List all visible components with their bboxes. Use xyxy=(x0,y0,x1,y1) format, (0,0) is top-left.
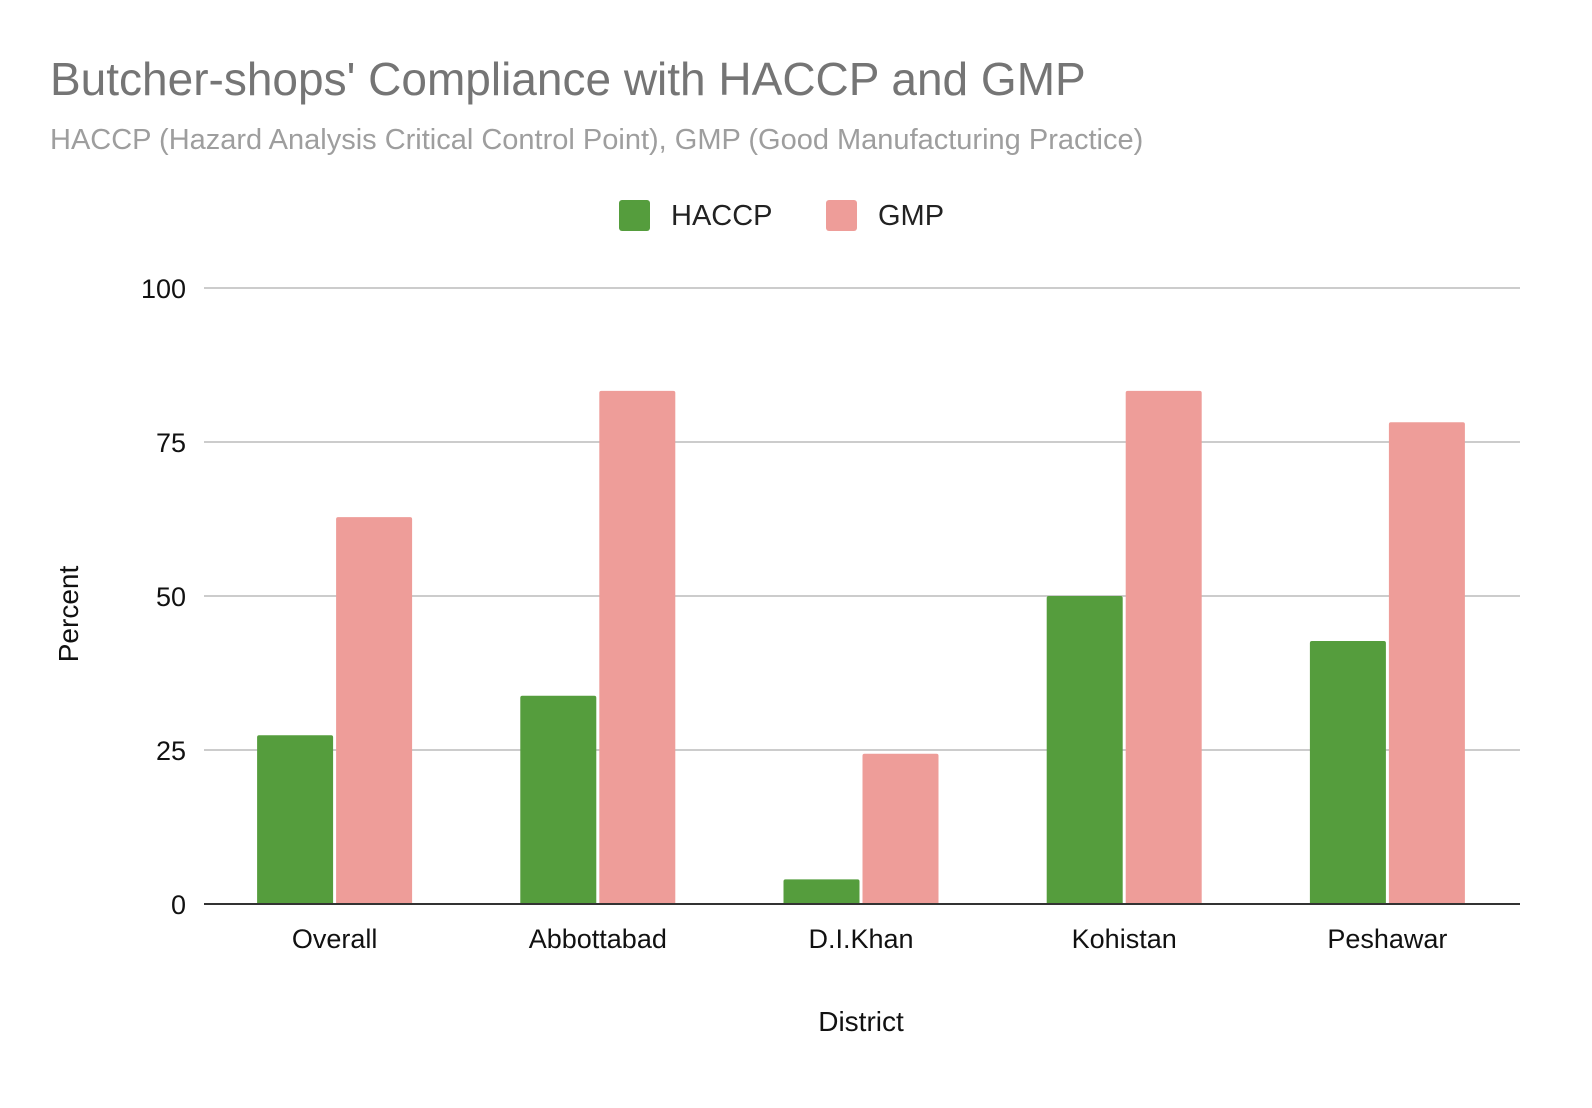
y-tick-label: 100 xyxy=(141,274,186,304)
x-tick-label: Abbottabad xyxy=(529,924,667,954)
bar-haccp-d-i-khan xyxy=(783,879,860,904)
y-axis-ticks: 0 25 50 75 100 xyxy=(141,274,186,920)
y-axis-title: Percent xyxy=(53,566,84,663)
bar-gmp-overall xyxy=(336,517,413,904)
bar-gmp-peshawar xyxy=(1388,422,1465,904)
x-axis-title: District xyxy=(818,1006,904,1037)
bar-haccp-overall xyxy=(257,735,334,904)
chart-subtitle: HACCP (Hazard Analysis Critical Control … xyxy=(50,124,1144,156)
chart-title: Butcher-shops' Compliance with HACCP and… xyxy=(50,53,1086,105)
y-tick-label: 0 xyxy=(171,890,186,920)
bar-haccp-peshawar xyxy=(1309,640,1386,904)
y-tick-label: 25 xyxy=(156,736,186,766)
bar-haccp-kohistan xyxy=(1046,596,1123,904)
y-tick-label: 75 xyxy=(156,428,186,458)
bar-haccp-abbottabad xyxy=(520,695,597,904)
legend-swatch-gmp xyxy=(826,200,857,231)
bar-gmp-kohistan xyxy=(1125,390,1202,904)
x-tick-label: Kohistan xyxy=(1072,924,1177,954)
x-axis-ticks: Overall Abbottabad D.I.Khan Kohistan Peshawa… xyxy=(292,924,1448,954)
legend-label-gmp: GMP xyxy=(878,200,944,232)
bar-gmp-abbottabad xyxy=(599,390,676,904)
bar-gmp-d-i-khan xyxy=(862,753,939,904)
x-tick-label: Overall xyxy=(292,924,378,954)
chart-legend: HACCP GMP xyxy=(619,200,944,232)
gridlines xyxy=(204,287,1520,751)
y-tick-label: 50 xyxy=(156,582,186,612)
legend-label-haccp: HACCP xyxy=(671,200,773,232)
legend-swatch-haccp xyxy=(619,200,650,231)
x-tick-label: D.I.Khan xyxy=(808,924,913,954)
x-tick-label: Peshawar xyxy=(1327,924,1447,954)
bars xyxy=(257,390,1465,904)
